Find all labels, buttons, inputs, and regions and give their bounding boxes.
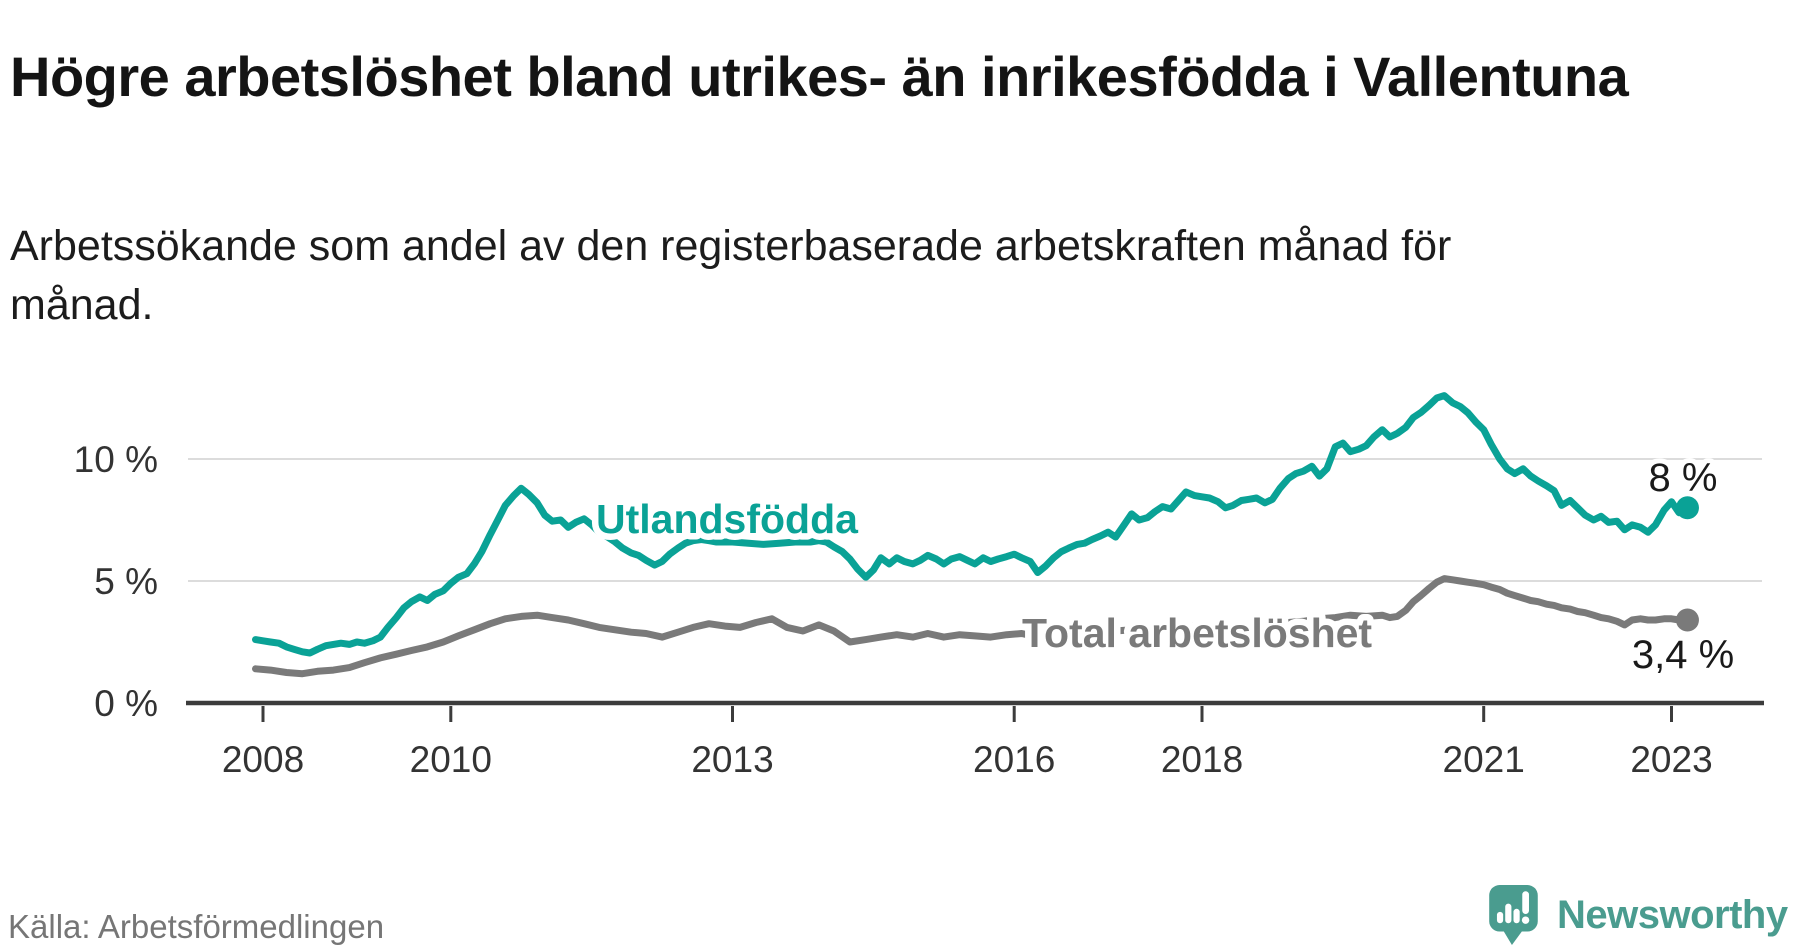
series-label-utlandsfodda: Utlandsfödda [596, 496, 859, 542]
x-tick-label-2008: 2008 [222, 739, 304, 780]
y-tick-label-0: 0 % [94, 683, 158, 724]
chart-title: Högre arbetslöshet bland utrikes- än inr… [10, 44, 1629, 108]
source-note: Källa: Arbetsförmedlingen [8, 908, 385, 945]
x-tick-label-2023: 2023 [1630, 739, 1712, 780]
series-line-total [252, 575, 1691, 678]
chart-subtitle: Arbetssökande som andel av den registerb… [10, 222, 1452, 330]
chart-annotation-layer: Utlandsfödda Total arbetslöshet 8 % 3,4 … [590, 451, 1740, 682]
x-tick-label-2021: 2021 [1443, 739, 1525, 780]
x-tick-label-2018: 2018 [1161, 739, 1243, 780]
end-value-label-utlandsfodda: 8 % [1649, 456, 1718, 500]
series-end-dot-utlandsfodda [1675, 496, 1699, 520]
chart-generated-layer: 0 % 5 % 10 % 2008 2010 2013 2016 2018 2021 2023 [74, 392, 1764, 780]
x-tick-label-2010: 2010 [410, 739, 492, 780]
series-end-dot-total [1675, 608, 1699, 632]
brand-wordmark: Newsworthy [1557, 892, 1788, 937]
x-tick-label-2013: 2013 [691, 739, 773, 780]
end-value-label-total: 3,4 % [1632, 633, 1734, 677]
newsworthy-logo: Newsworthy [1488, 884, 1788, 946]
newsworthy-speech-bubble-icon [1489, 885, 1538, 945]
y-tick-label-10: 10 % [74, 439, 158, 480]
y-tick-label-5: 5 % [94, 561, 158, 602]
series-label-total-arbetsloshet: Total arbetslöshet [1022, 610, 1372, 656]
x-tick-label-2016: 2016 [973, 739, 1055, 780]
series-line-utlandsfodda [252, 392, 1691, 657]
